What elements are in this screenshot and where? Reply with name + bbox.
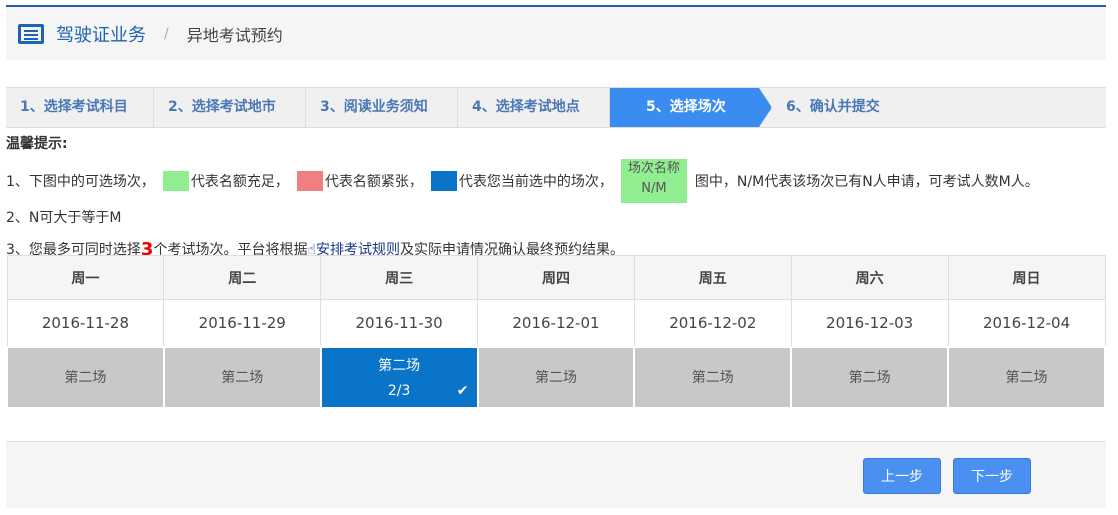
step-bar: 1、选择考试科目 2、选择考试地市 3、阅读业务须知 4、选择考试地点 5、选择…: [6, 87, 1106, 128]
session-name: 第二场: [378, 358, 421, 374]
date-cell: 2016-12-01: [477, 299, 635, 347]
breadcrumb-current: 异地考试预约: [186, 25, 283, 45]
breadcrumb-root[interactable]: 驾驶证业务: [56, 24, 146, 46]
step-2: 2、选择考试地市: [154, 88, 306, 127]
step-1: 1、选择考试科目: [6, 88, 154, 127]
tip-1e: 图中，N/M代表该场次已有N人申请，可考试人数M人。: [694, 174, 1039, 190]
session-cell[interactable]: 第二场: [162, 345, 322, 409]
day-header: 周一: [6, 255, 165, 300]
tight-swatch: [296, 171, 323, 191]
date-cell: 2016-12-03: [790, 299, 949, 347]
check-icon: ✔: [456, 382, 469, 399]
session-cell[interactable]: 第二场: [947, 345, 1106, 409]
legend-name: 场次名称: [627, 161, 680, 176]
step-4: 4、选择考试地点: [458, 88, 610, 127]
tip-1d: 代表您当前选中的场次，: [458, 174, 613, 190]
tip-3c: 及实际申请情况确认最终预约结果。: [399, 242, 624, 258]
session-cell[interactable]: 第二场: [476, 345, 636, 409]
day-header: 周四: [477, 255, 635, 300]
day-header: 周二: [163, 255, 322, 300]
exam-rules-link[interactable]: ☝安排考试规则: [307, 242, 400, 258]
date-cell: 2016-12-02: [633, 299, 792, 347]
breadcrumb: 驾驶证业务 / 异地考试预约: [6, 7, 1106, 60]
date-cell: 2016-11-29: [163, 299, 322, 347]
date-cell: 2016-11-28: [6, 299, 165, 347]
legend-box: 场次名称 N/M: [620, 159, 687, 203]
next-button[interactable]: 下一步: [953, 458, 1031, 494]
session-cell[interactable]: 第二场: [790, 345, 950, 409]
session-cell-selected[interactable]: 第二场 2/3 ✔: [319, 345, 479, 409]
tips: 温馨提示: 1、下图中的可选场次， 代表名额充足， 代表名额紧张， 代表您当前选…: [6, 133, 1039, 265]
session-count: 2/3: [387, 383, 411, 399]
session-cell[interactable]: 第二场: [633, 345, 793, 409]
tip-1a: 1、下图中的可选场次，: [6, 174, 155, 190]
day-header: 周日: [947, 255, 1106, 300]
legend-nm: N/M: [641, 181, 667, 196]
selected-swatch: [430, 171, 457, 191]
breadcrumb-separator: /: [164, 25, 169, 42]
tip-3a: 3、您最多可同时选择: [6, 242, 141, 258]
tip-2: 2、N可大于等于M: [6, 210, 122, 226]
step-5: 5、选择场次: [610, 88, 772, 127]
tip-3b: 个考试场次。平台将根据: [153, 242, 308, 258]
prev-button[interactable]: 上一步: [863, 458, 941, 494]
session-cell[interactable]: 第二场: [6, 345, 165, 409]
date-cell: 2016-12-04: [947, 299, 1106, 347]
day-header: 周五: [633, 255, 792, 300]
list-icon: [18, 23, 44, 44]
day-header: 周三: [320, 255, 479, 300]
date-cell: 2016-11-30: [320, 299, 479, 347]
step-3: 3、阅读业务须知: [306, 88, 458, 127]
schedule-table: 周一 周二 周三 周四 周五 周六 周日 2016-11-28 2016-11-29 2016-1…: [6, 255, 1106, 409]
top-line: [6, 5, 1106, 7]
tips-title: 温馨提示:: [6, 136, 68, 152]
sufficient-swatch: [162, 171, 189, 191]
footer: 上一步 下一步: [6, 441, 1106, 508]
tip-1c: 代表名额紧张，: [324, 174, 423, 190]
tip-1b: 代表名额充足，: [190, 174, 289, 190]
max-count: 3: [140, 238, 154, 260]
step-6: 6、确认并提交: [786, 99, 880, 115]
day-header: 周六: [790, 255, 949, 300]
